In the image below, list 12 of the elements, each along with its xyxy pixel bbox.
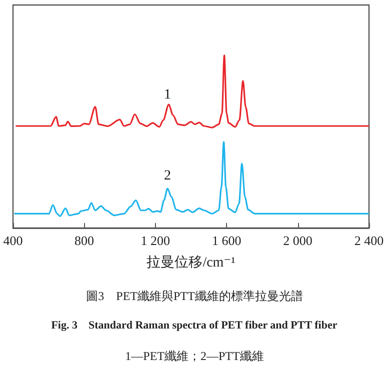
x-tick-label: 400 — [3, 233, 23, 248]
x-axis-title: 拉曼位移/cm⁻¹ — [146, 254, 236, 270]
x-tick-label: 1 200 — [140, 233, 170, 248]
x-tick-label: 1 600 — [212, 233, 242, 248]
caption: 圖3 PET纖維與PTT纖維的標準拉曼光譜 — [86, 289, 303, 303]
x-tick-label: 2 400 — [354, 233, 384, 248]
x-tick-label: 800 — [74, 233, 94, 248]
x-tick-label: 2 000 — [283, 233, 312, 248]
series-label: 1 — [164, 88, 171, 102]
caption: Fig. 3 Standard Raman spectra of PET fiber and PTT fiber — [51, 320, 338, 332]
series-label: 2 — [164, 168, 171, 184]
text: 1—PET纖維；2—PTT纖維 — [125, 349, 264, 363]
